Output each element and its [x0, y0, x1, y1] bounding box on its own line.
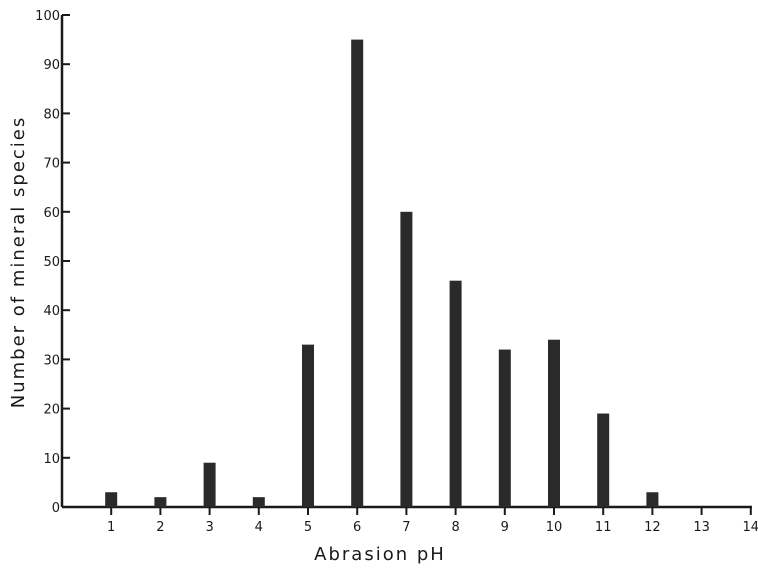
bar — [449, 280, 462, 507]
x-tick-label: 9 — [501, 520, 509, 535]
y-tick-label: 40 — [43, 304, 60, 319]
x-tick-label: 7 — [402, 520, 410, 535]
bar — [646, 492, 659, 507]
x-tick-label: 5 — [304, 520, 312, 535]
y-tick-label: 30 — [43, 353, 60, 368]
axes — [60, 14, 752, 515]
y-tick-label: 20 — [43, 403, 60, 418]
x-tick-label: 4 — [255, 520, 263, 535]
x-axis-label: Abrasion pH — [314, 544, 446, 565]
y-tick-label: 70 — [43, 157, 60, 172]
bar — [105, 492, 118, 507]
bar — [203, 462, 216, 507]
bar — [498, 349, 511, 507]
bar — [597, 413, 610, 507]
y-axis-label: Number of mineral species — [8, 116, 29, 409]
x-tick-label: 3 — [205, 520, 213, 535]
x-tick-label: 10 — [546, 520, 563, 535]
y-tick-label: 50 — [43, 255, 60, 270]
bar — [302, 344, 314, 507]
x-tick-label: 1 — [107, 520, 115, 535]
y-tick-label: 0 — [52, 501, 60, 516]
y-tick-label: 90 — [43, 58, 60, 73]
x-tick-label: 8 — [451, 520, 459, 535]
bar — [548, 339, 560, 507]
x-tick-label: 2 — [156, 520, 164, 535]
y-tick-label: 80 — [43, 107, 60, 122]
bar — [154, 497, 167, 507]
bars — [105, 39, 659, 508]
x-tick-label: 12 — [644, 520, 661, 535]
x-tick-label: 13 — [693, 520, 710, 535]
x-tick-label: 11 — [595, 520, 612, 535]
bar — [400, 211, 413, 508]
y-tick-label: 100 — [35, 9, 60, 24]
x-tick-label: 6 — [353, 520, 361, 535]
y-tick-label: 60 — [43, 206, 60, 221]
bar — [252, 497, 265, 507]
y-tick-label: 10 — [43, 452, 60, 467]
x-tick-label: 14 — [743, 520, 758, 535]
bar — [351, 39, 364, 507]
